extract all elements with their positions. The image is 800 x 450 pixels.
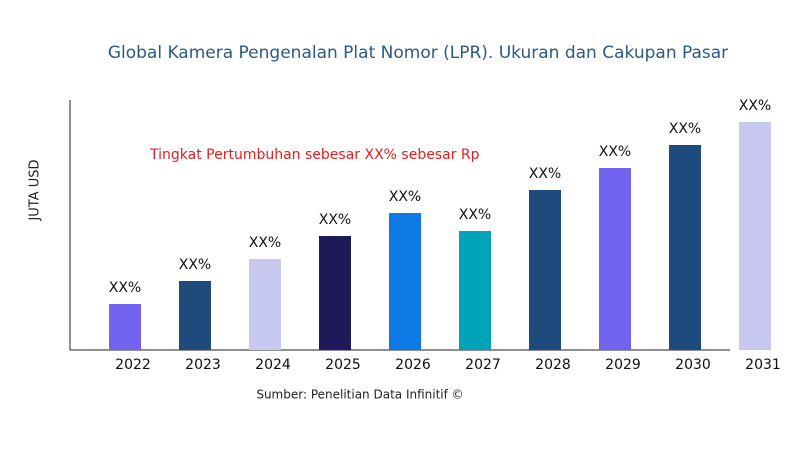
bar bbox=[739, 122, 771, 350]
annotation: Tingkat Pertumbuhan sebesar XX% sebesar … bbox=[149, 147, 480, 163]
source: Sumber: Penelitian Data Infinitif © bbox=[256, 388, 463, 402]
bar bbox=[459, 231, 491, 350]
value-label: XX% bbox=[599, 144, 631, 160]
value-label: XX% bbox=[459, 207, 491, 223]
value-label: XX% bbox=[179, 257, 211, 273]
x-tick-label: 2027 bbox=[465, 357, 501, 373]
chart-title: Global Kamera Pengenalan Plat Nomor (LPR… bbox=[108, 43, 728, 63]
value-label: XX% bbox=[249, 235, 281, 251]
x-tick-label: 2023 bbox=[185, 357, 221, 373]
x-tick-label: 2026 bbox=[395, 357, 431, 373]
value-label: XX% bbox=[669, 121, 701, 137]
value-label: XX% bbox=[109, 280, 141, 296]
x-tick-label: 2030 bbox=[675, 357, 711, 373]
x-tick-label: 2022 bbox=[115, 357, 151, 373]
bar bbox=[669, 145, 701, 350]
bar bbox=[249, 259, 281, 350]
bar bbox=[529, 190, 561, 350]
bar bbox=[389, 213, 421, 350]
value-label: XX% bbox=[389, 189, 421, 205]
value-label: XX% bbox=[529, 166, 561, 182]
bar bbox=[599, 168, 631, 350]
x-tick-label: 2028 bbox=[535, 357, 571, 373]
bar bbox=[179, 281, 211, 350]
bar bbox=[319, 236, 351, 350]
x-tick-label: 2024 bbox=[255, 357, 291, 373]
value-label: XX% bbox=[319, 212, 351, 228]
value-label: XX% bbox=[739, 98, 771, 114]
x-tick-label: 2029 bbox=[605, 357, 641, 373]
bar bbox=[109, 304, 141, 350]
x-tick-label: 2031 bbox=[745, 357, 781, 373]
x-tick-label: 2025 bbox=[325, 357, 361, 373]
y-axis-label: JUTA USD bbox=[28, 159, 43, 221]
